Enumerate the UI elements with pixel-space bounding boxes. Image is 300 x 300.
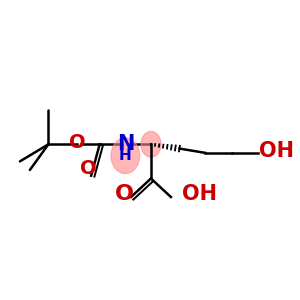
- Text: O: O: [80, 159, 97, 178]
- Text: OH: OH: [259, 141, 294, 161]
- Text: OH: OH: [182, 184, 217, 204]
- Text: H: H: [119, 148, 132, 163]
- Ellipse shape: [111, 138, 140, 173]
- Text: N: N: [117, 134, 134, 154]
- Text: O: O: [69, 134, 85, 152]
- Ellipse shape: [141, 131, 161, 157]
- Text: O: O: [114, 184, 134, 204]
